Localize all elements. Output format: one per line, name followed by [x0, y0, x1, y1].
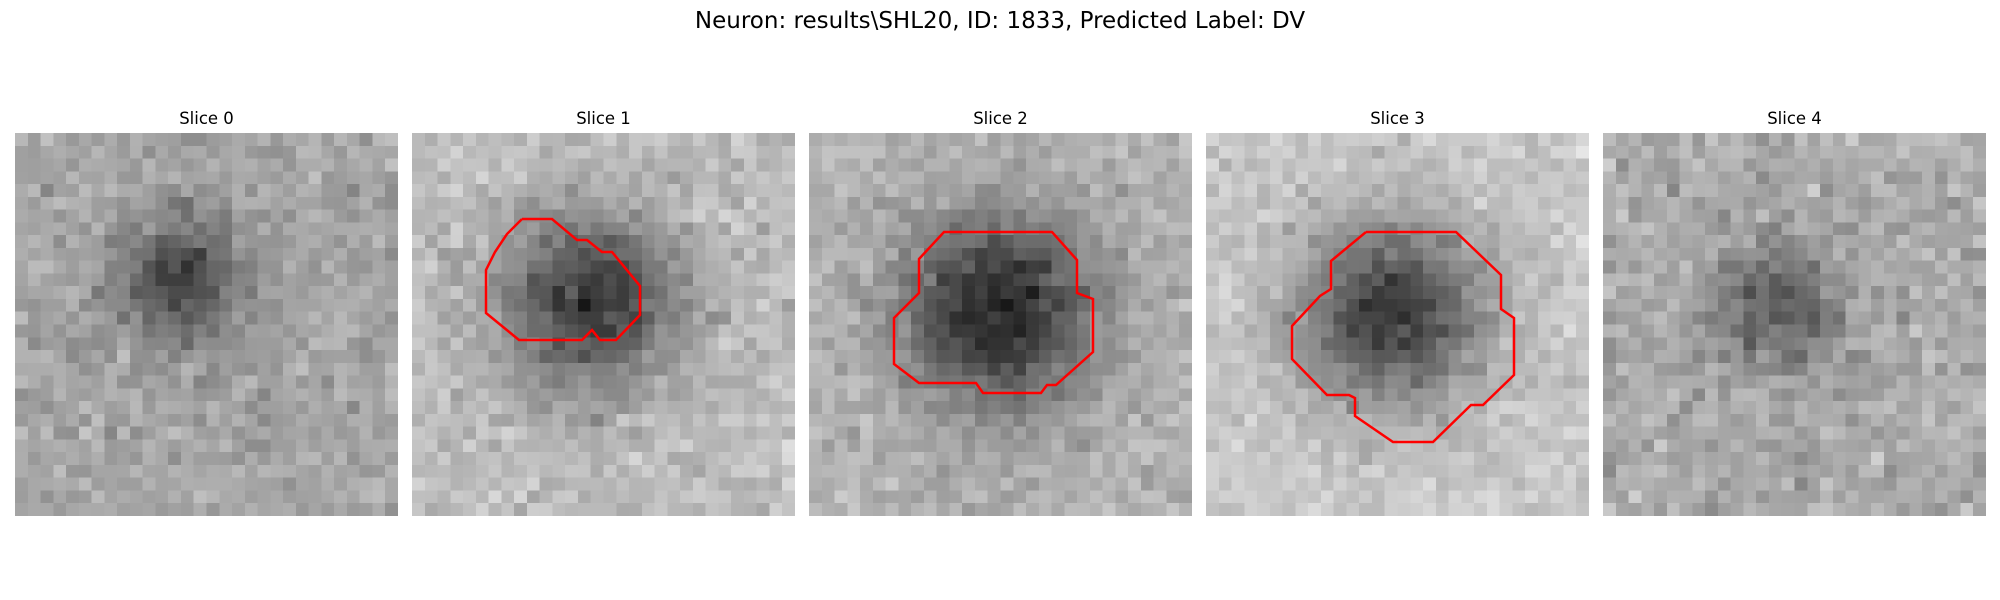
figure-title: Neuron: results\SHL20, ID: 1833, Predict… [694, 8, 1306, 34]
slice-title-2: Slice 2 [973, 109, 1028, 128]
slice-panel-0: Slice 0 [15, 108, 398, 516]
slice-title-1: Slice 1 [576, 109, 631, 128]
slice-image-4 [1603, 133, 1986, 516]
slice-image-3 [1206, 133, 1589, 516]
slice-image-0 [15, 133, 398, 516]
roi-contour-1 [484, 217, 642, 342]
slice-title-4: Slice 4 [1767, 109, 1822, 128]
slice-title-0: Slice 0 [179, 109, 234, 128]
roi-contour-2 [892, 230, 1095, 395]
roi-contour-3 [1290, 230, 1516, 444]
slice-panel-1: Slice 1 [412, 108, 795, 516]
slice-image-2 [809, 133, 1192, 516]
slice-image-1 [412, 133, 795, 516]
slice-panel-4: Slice 4 [1603, 108, 1986, 516]
slice-panel-3: Slice 3 [1206, 108, 1589, 516]
slice-panel-2: Slice 2 [809, 108, 1192, 516]
slice-title-3: Slice 3 [1370, 109, 1425, 128]
